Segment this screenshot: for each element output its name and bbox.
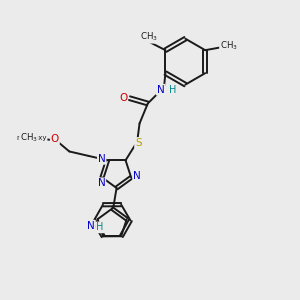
Text: H: H [96,222,103,233]
Text: S: S [135,138,142,148]
Text: N: N [98,178,105,188]
Text: N: N [157,85,164,94]
Text: N: N [98,154,106,164]
Text: O: O [119,93,127,103]
Text: CH$_3$: CH$_3$ [220,40,238,52]
Text: N: N [87,221,95,231]
Text: N: N [133,171,141,181]
Text: CH$_3$: CH$_3$ [20,131,38,144]
Text: H: H [169,85,176,94]
Text: O: O [51,134,59,144]
Text: CH$_3$: CH$_3$ [140,30,158,43]
Text: methoxy: methoxy [16,135,47,141]
